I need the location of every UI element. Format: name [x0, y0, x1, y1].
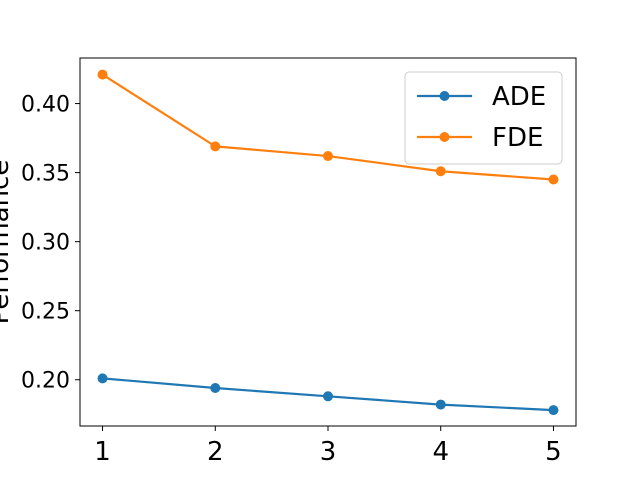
legend-label-fde: FDE	[492, 123, 543, 153]
data-point-fde	[323, 151, 333, 162]
legend-label-ade: ADE	[492, 82, 546, 112]
y-tick-label: 0.20	[21, 369, 70, 394]
series-layer	[97, 69, 559, 416]
legend-marker-ade	[439, 91, 450, 101]
data-point-ade	[97, 373, 108, 384]
y-axis-label: Performance	[0, 160, 15, 325]
data-point-ade	[323, 391, 333, 402]
y-tick-label: 0.30	[21, 231, 70, 256]
x-axis: 1 2 3 4 5	[94, 426, 562, 467]
x-tick-label: 5	[545, 437, 562, 467]
legend: ADE FDE	[404, 71, 563, 165]
data-point-ade	[210, 383, 221, 394]
data-point-fde	[97, 69, 108, 80]
legend-marker-fde	[439, 132, 450, 142]
y-axis: 0.20 0.25 0.30 0.35 0.40	[21, 93, 80, 394]
x-tick-label: 1	[94, 437, 111, 467]
data-point-fde	[548, 174, 559, 185]
y-tick-label: 0.35	[21, 162, 70, 187]
x-tick-label: 4	[432, 437, 449, 467]
x-tick-label: 3	[320, 437, 337, 467]
y-tick-label: 0.25	[21, 300, 70, 325]
y-tick-label: 0.40	[21, 93, 70, 118]
x-tick-label: 2	[207, 437, 224, 467]
data-point-fde	[435, 166, 446, 177]
data-point-ade	[435, 399, 446, 410]
data-point-fde	[210, 141, 221, 152]
data-point-ade	[548, 405, 559, 416]
